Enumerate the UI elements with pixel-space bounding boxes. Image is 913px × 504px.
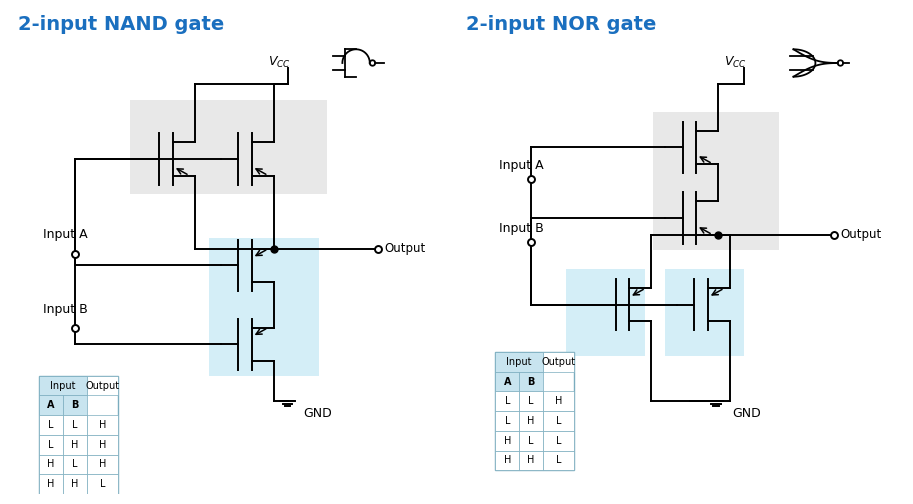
Text: Input B: Input B [499, 222, 544, 235]
Bar [87, 455, 118, 474]
Text: L: L [505, 416, 510, 426]
Text: H: H [527, 416, 535, 426]
Bar [87, 435, 118, 455]
Bar [63, 474, 87, 494]
Text: 2-input NOR gate: 2-input NOR gate [466, 15, 656, 34]
Bar [566, 269, 645, 356]
Bar [63, 396, 87, 415]
Bar [63, 435, 87, 455]
Text: GND: GND [732, 407, 761, 420]
Text: H: H [99, 420, 106, 430]
Bar [87, 415, 118, 435]
Text: $V_{CC}$: $V_{CC}$ [724, 55, 747, 71]
Text: L: L [528, 436, 533, 446]
Text: Output: Output [840, 228, 881, 241]
Text: Input: Input [50, 381, 76, 391]
Bar [39, 455, 63, 474]
Text: H: H [47, 479, 55, 489]
Text: L: L [556, 416, 561, 426]
Text: Output: Output [85, 381, 120, 391]
Bar [665, 269, 744, 356]
Text: Output: Output [384, 242, 425, 255]
Text: L: L [100, 479, 105, 489]
Text: L: L [72, 420, 78, 430]
Bar [87, 375, 118, 396]
Text: L: L [528, 396, 533, 406]
Text: Input A: Input A [499, 159, 544, 172]
Text: A: A [503, 376, 511, 387]
Bar [519, 392, 542, 411]
Bar [653, 112, 779, 249]
Bar [519, 411, 542, 431]
Bar [542, 352, 574, 372]
Bar [130, 100, 327, 195]
Bar [542, 451, 574, 470]
Text: L: L [505, 396, 510, 406]
Text: H: H [99, 459, 106, 469]
Bar [519, 431, 542, 451]
Text: H: H [555, 396, 562, 406]
Text: H: H [99, 439, 106, 450]
Bar [496, 431, 519, 451]
Bar [542, 431, 574, 451]
Text: Input: Input [507, 357, 532, 367]
Bar [209, 238, 319, 375]
Text: Output: Output [541, 357, 575, 367]
Text: L: L [556, 456, 561, 465]
Text: L: L [48, 439, 54, 450]
Bar [39, 396, 63, 415]
Text: L: L [48, 420, 54, 430]
Text: B: B [527, 376, 535, 387]
Bar [519, 372, 542, 392]
Text: H: H [504, 436, 511, 446]
Bar [496, 372, 519, 392]
Text: H: H [527, 456, 535, 465]
Text: Input A: Input A [43, 228, 88, 241]
Text: 2-input NAND gate: 2-input NAND gate [18, 15, 225, 34]
Bar [519, 451, 542, 470]
Bar [63, 415, 87, 435]
Bar [496, 352, 542, 372]
Bar [496, 392, 519, 411]
Bar [496, 451, 519, 470]
Bar [542, 411, 574, 431]
Bar [63, 455, 87, 474]
Bar [39, 375, 118, 494]
Text: H: H [71, 479, 79, 489]
Bar [39, 435, 63, 455]
Bar [39, 415, 63, 435]
Bar [542, 392, 574, 411]
Bar [39, 474, 63, 494]
Bar [39, 375, 87, 396]
Bar [496, 352, 574, 470]
Bar [87, 474, 118, 494]
Text: L: L [72, 459, 78, 469]
Text: H: H [71, 439, 79, 450]
Text: L: L [556, 436, 561, 446]
Text: A: A [47, 400, 55, 410]
Text: H: H [504, 456, 511, 465]
Bar [496, 411, 519, 431]
Text: GND: GND [303, 407, 332, 420]
Text: $V_{CC}$: $V_{CC}$ [268, 55, 290, 71]
Text: H: H [47, 459, 55, 469]
Text: B: B [71, 400, 79, 410]
Text: Input B: Input B [43, 303, 88, 316]
